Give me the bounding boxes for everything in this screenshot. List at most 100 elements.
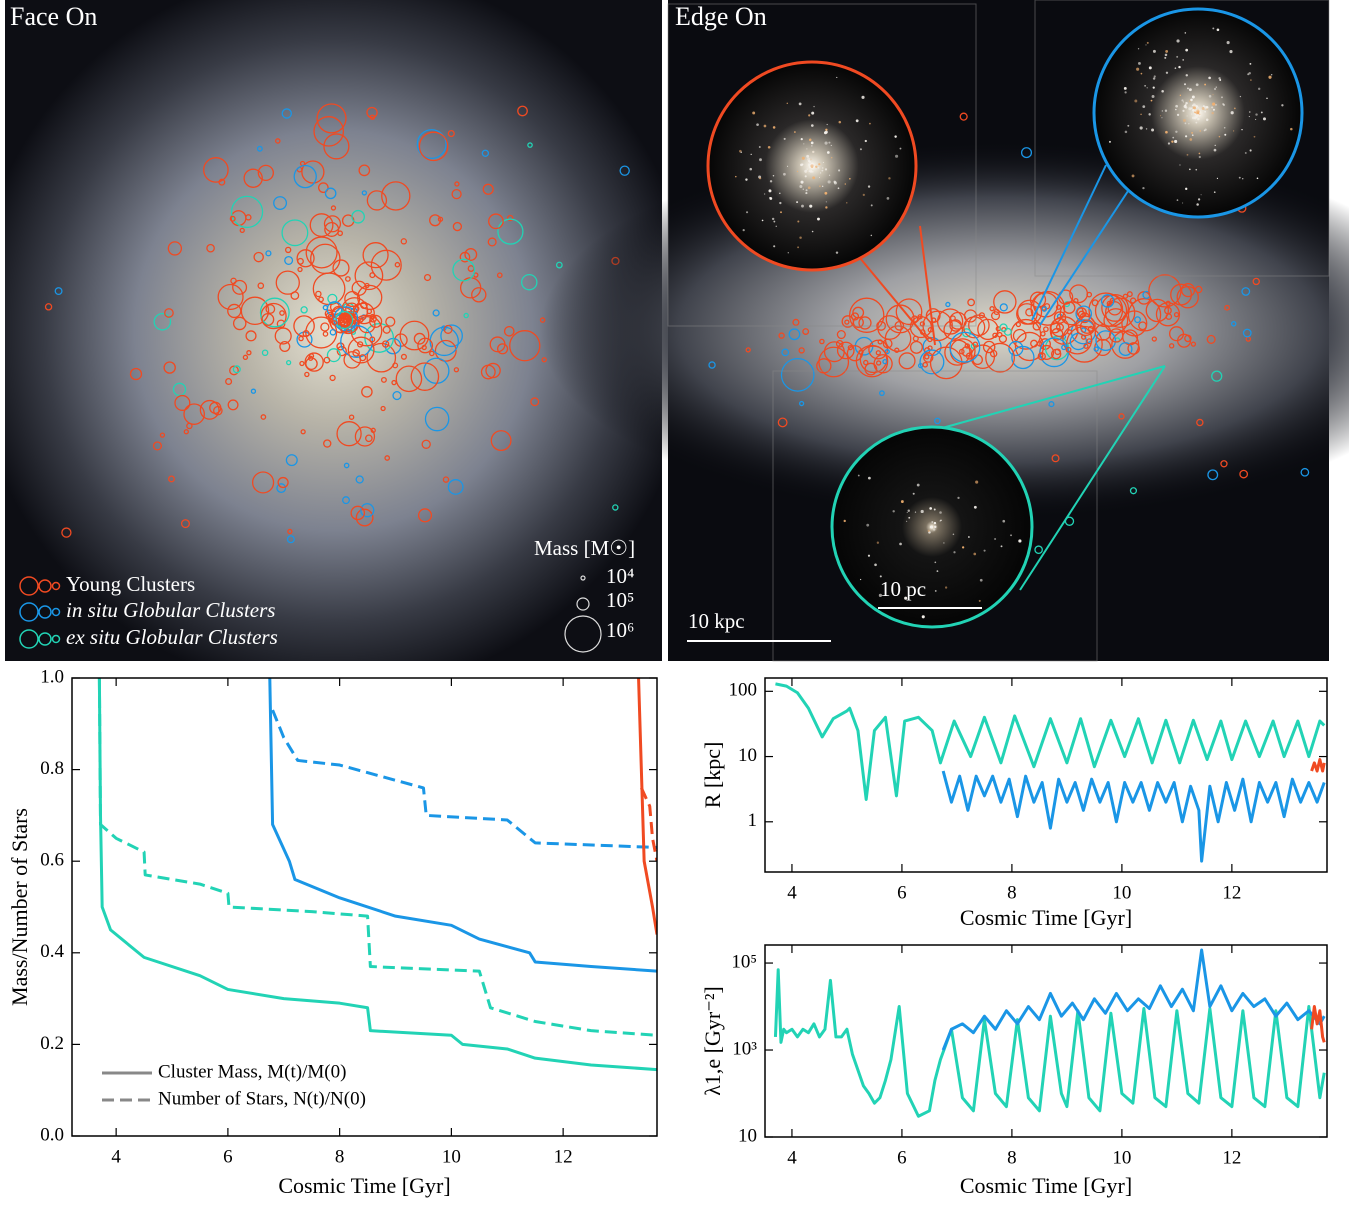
cluster-marker — [276, 483, 287, 494]
zoom-connector — [1031, 164, 1107, 321]
star — [1002, 519, 1006, 523]
zoom-connector — [934, 365, 1166, 431]
cluster-marker — [434, 339, 457, 362]
cluster-marker — [327, 313, 334, 320]
cluster-marker — [1300, 467, 1310, 477]
cluster-marker — [453, 367, 460, 373]
star — [904, 596, 908, 600]
star — [973, 505, 977, 509]
cluster-marker — [471, 287, 487, 303]
x-tick-label: 10 — [442, 1146, 461, 1167]
cluster-marker — [320, 322, 330, 332]
cluster-marker — [261, 349, 269, 357]
star — [1195, 83, 1199, 87]
star — [973, 552, 977, 556]
star — [812, 176, 816, 180]
star — [1148, 113, 1151, 116]
star — [1192, 106, 1196, 110]
cluster-marker — [326, 348, 341, 363]
star — [805, 192, 808, 195]
cluster-marker — [245, 214, 252, 221]
star — [921, 615, 925, 619]
cluster-marker — [297, 266, 303, 273]
star — [1218, 135, 1221, 138]
star — [824, 168, 828, 171]
cluster-marker — [323, 133, 350, 160]
cluster-marker — [781, 348, 790, 357]
star — [855, 119, 859, 123]
legend-label: Cluster Mass, M(t)/M(0) — [158, 1061, 346, 1082]
star — [1123, 86, 1127, 90]
star — [1268, 75, 1272, 79]
x-axis-label: Cosmic Time [Gyr] — [278, 1173, 450, 1198]
cluster-marker — [432, 309, 440, 317]
star — [1226, 41, 1230, 45]
cluster-marker — [1220, 460, 1228, 468]
cluster-marker — [1073, 297, 1079, 304]
cluster-marker — [1118, 413, 1125, 420]
star — [886, 197, 890, 200]
star — [824, 191, 828, 195]
cluster-marker — [879, 390, 885, 397]
star — [1185, 187, 1188, 191]
cluster-marker — [1041, 306, 1048, 312]
x-tick-label: 8 — [1007, 1147, 1017, 1168]
cluster-marker — [230, 195, 264, 229]
cluster-marker — [298, 335, 304, 342]
cluster-marker — [875, 350, 881, 356]
star — [801, 204, 804, 208]
star — [861, 95, 865, 99]
cluster-marker — [327, 293, 338, 304]
cluster-marker — [380, 376, 387, 383]
star — [846, 202, 848, 204]
star — [1161, 89, 1164, 93]
x-tick-label: 6 — [897, 1147, 907, 1168]
star — [1184, 83, 1187, 86]
star — [1195, 121, 1198, 124]
y-tick-label: 0.0 — [40, 1124, 64, 1145]
star — [876, 541, 880, 544]
legend-label: ex situ Globular Clusters — [66, 625, 278, 649]
star — [799, 236, 802, 239]
star — [934, 525, 937, 529]
star — [907, 509, 910, 512]
star — [1247, 73, 1250, 76]
cluster-marker — [1086, 338, 1093, 345]
cluster-marker — [275, 270, 300, 295]
cluster-marker — [273, 196, 288, 211]
cluster-marker — [391, 379, 397, 386]
cluster-marker — [619, 165, 630, 176]
star — [742, 228, 745, 232]
star — [804, 169, 808, 173]
star — [818, 176, 821, 178]
star — [806, 168, 808, 170]
star — [1145, 128, 1148, 130]
zoom-box — [1034, 0, 1330, 277]
cluster-marker — [392, 390, 402, 401]
y-tick-label: 10 — [738, 745, 757, 766]
star — [1212, 94, 1214, 96]
star — [864, 139, 867, 143]
star — [783, 137, 786, 140]
star — [869, 122, 871, 125]
star — [862, 193, 865, 197]
data-line — [775, 682, 1326, 801]
star — [844, 183, 846, 185]
cluster-marker — [503, 325, 515, 337]
star — [767, 145, 771, 149]
star — [944, 586, 948, 589]
cluster-marker — [1173, 311, 1180, 318]
cluster-marker — [480, 364, 496, 380]
star — [1211, 106, 1214, 109]
cluster-marker — [1106, 300, 1112, 307]
star — [927, 529, 931, 533]
cluster-marker — [301, 160, 325, 184]
star — [899, 542, 902, 546]
y-tick-label: 100 — [729, 680, 758, 701]
cluster-marker — [54, 287, 63, 296]
cluster-marker — [353, 302, 375, 325]
star — [888, 177, 891, 180]
star — [1146, 87, 1148, 89]
cluster-marker — [898, 352, 916, 370]
